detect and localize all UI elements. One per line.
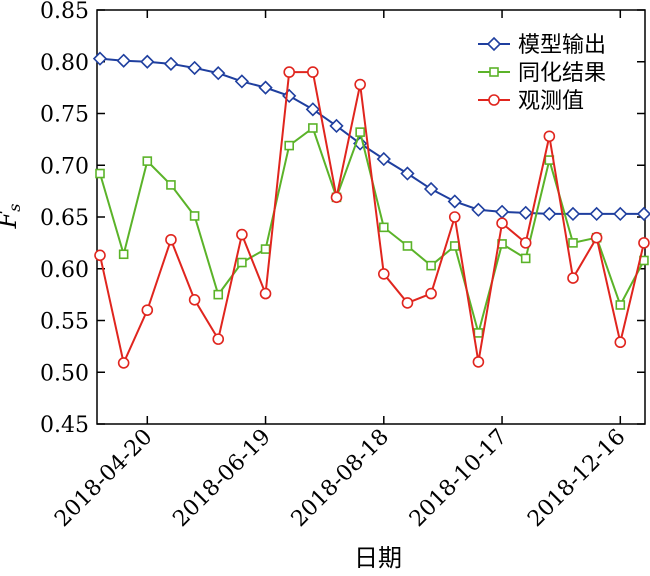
data-point <box>329 118 344 134</box>
data-point <box>284 140 295 151</box>
data-point <box>472 356 485 368</box>
x-axis-title: 日期 <box>354 544 402 572</box>
data-point <box>163 56 179 71</box>
data-point <box>189 211 200 221</box>
data-point <box>471 202 486 217</box>
y-tick-label: 0.45 <box>40 413 89 438</box>
data-point <box>425 287 437 300</box>
data-point <box>473 328 484 338</box>
y-tick-label: 0.75 <box>40 103 89 128</box>
legend-marker <box>489 67 499 77</box>
data-point <box>234 74 250 89</box>
data-point <box>590 231 603 244</box>
x-tick-label: 2018-06-19 <box>168 425 275 532</box>
data-point <box>568 238 578 248</box>
legend-label: 同化结果 <box>518 61 606 86</box>
data-point <box>141 304 154 316</box>
data-point <box>188 293 201 306</box>
data-point <box>92 51 108 66</box>
x-tick-label: 2018-04-20 <box>50 425 157 532</box>
data-point <box>117 357 130 369</box>
data-point <box>426 260 436 271</box>
y-tick-label: 0.50 <box>40 361 89 386</box>
x-tick-label: 2018-08-18 <box>287 425 394 532</box>
data-point <box>283 66 296 78</box>
data-point <box>165 233 177 246</box>
data-point <box>423 181 439 197</box>
data-point <box>448 211 461 223</box>
data-point <box>211 66 226 81</box>
y-tick-label: 0.60 <box>40 258 89 283</box>
data-point <box>401 297 414 309</box>
y-tick-label: 0.55 <box>40 310 89 335</box>
data-point <box>376 151 391 167</box>
y-axis-title-letter: F <box>0 210 22 229</box>
data-point <box>496 217 508 230</box>
data-point <box>589 206 604 222</box>
legend-label: 模型输出 <box>518 33 606 58</box>
x-tick-label: 2018-12-16 <box>523 425 630 532</box>
data-point <box>447 194 462 209</box>
data-point <box>354 78 366 91</box>
chart-series <box>92 51 650 369</box>
y-tick-label: 0.65 <box>40 206 89 231</box>
y-tick-label: 0.80 <box>40 51 89 76</box>
data-point <box>305 102 320 117</box>
x-tick-label: 2018-10-17 <box>405 425 512 532</box>
data-point <box>449 241 460 251</box>
y-tick-label: 0.70 <box>40 154 89 179</box>
data-point <box>142 156 153 166</box>
data-point <box>355 127 365 137</box>
data-point <box>400 166 415 181</box>
data-point <box>259 287 272 300</box>
y-axis-title-main: Fs <box>0 204 24 230</box>
data-point <box>308 123 318 133</box>
data-point <box>307 66 319 78</box>
data-point <box>236 228 248 241</box>
data-point <box>212 333 225 345</box>
data-point <box>613 206 628 222</box>
data-point <box>140 54 155 69</box>
y-axis-title: Fs <box>0 204 24 230</box>
data-point <box>187 60 202 76</box>
data-point <box>116 53 131 68</box>
data-point <box>518 205 533 220</box>
data-point <box>258 80 273 95</box>
series-line <box>99 71 645 367</box>
data-point <box>95 168 105 179</box>
data-point <box>543 130 556 143</box>
data-point <box>402 241 413 251</box>
data-point <box>237 257 247 268</box>
legend-label: 观测值 <box>518 89 584 114</box>
data-point <box>520 253 531 264</box>
data-point <box>330 191 343 204</box>
legend-marker <box>488 94 500 106</box>
data-point <box>378 222 389 233</box>
series-line <box>99 126 645 337</box>
data-point <box>166 180 176 190</box>
data-point <box>567 272 579 284</box>
y-axis-title-subscript: s <box>5 204 24 212</box>
legend-marker <box>486 36 502 52</box>
data-point <box>565 206 581 222</box>
data-point <box>615 300 626 310</box>
data-point <box>494 204 510 219</box>
data-point <box>282 88 297 104</box>
data-point <box>260 244 271 254</box>
data-point <box>519 237 532 249</box>
data-point <box>542 206 557 222</box>
data-point <box>638 237 650 249</box>
data-point <box>94 249 106 262</box>
data-point <box>636 206 650 222</box>
data-point <box>118 249 129 260</box>
y-tick-label: 0.85 <box>40 0 89 24</box>
data-point <box>213 289 224 300</box>
data-point <box>614 336 627 349</box>
data-point <box>377 268 390 280</box>
